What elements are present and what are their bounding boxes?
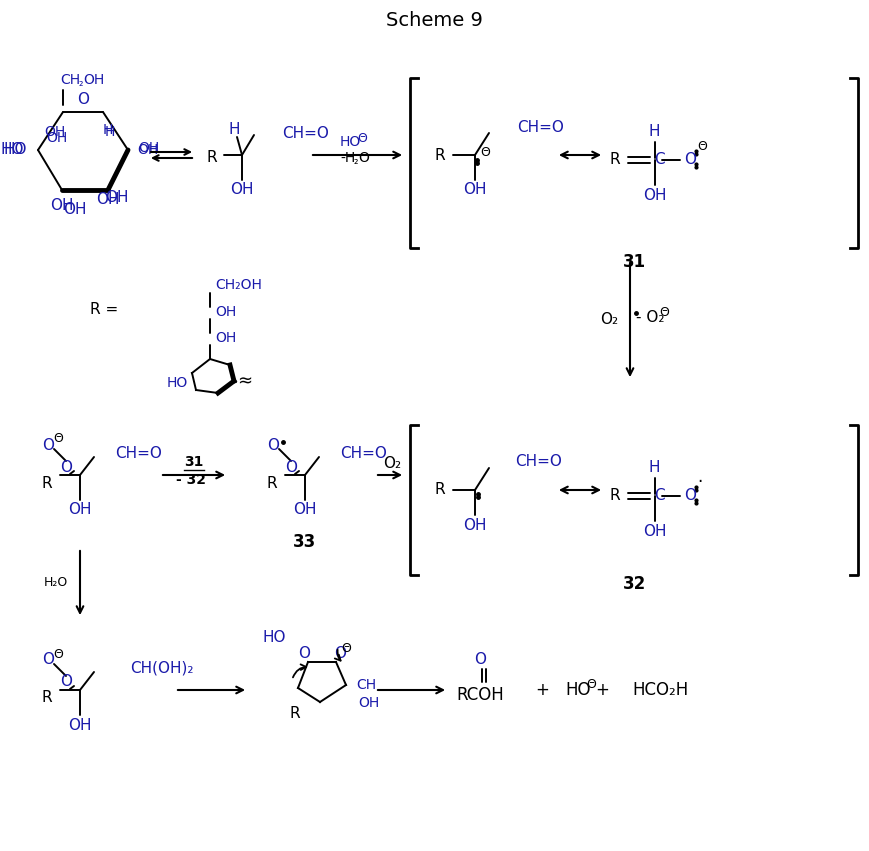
Text: CH=O: CH=O [282, 125, 328, 140]
Text: CH=O: CH=O [515, 454, 562, 470]
Text: OH: OH [138, 141, 159, 155]
Text: H: H [103, 123, 113, 137]
Text: OH: OH [105, 191, 129, 205]
Text: O: O [267, 437, 279, 453]
Text: OH: OH [230, 182, 254, 197]
Text: OH: OH [44, 125, 66, 139]
Text: HCO₂H: HCO₂H [632, 681, 688, 699]
Text: +: + [595, 681, 609, 699]
Text: Θ: Θ [53, 648, 63, 660]
Text: 33: 33 [294, 533, 316, 551]
Text: CH(OH)₂: CH(OH)₂ [130, 660, 194, 676]
Text: O: O [358, 151, 368, 165]
Text: OH: OH [63, 203, 87, 218]
Text: HO: HO [167, 376, 188, 390]
Text: R: R [434, 147, 445, 163]
Text: Scheme 9: Scheme 9 [386, 10, 482, 30]
Text: Θ: Θ [697, 140, 707, 152]
Text: +: + [535, 681, 549, 699]
Text: -H: -H [340, 151, 355, 165]
Text: R: R [609, 488, 620, 504]
Text: CH: CH [356, 678, 376, 692]
Text: OH: OH [83, 73, 104, 87]
Text: H: H [105, 125, 116, 139]
Text: ₂: ₂ [79, 78, 83, 88]
Text: OH: OH [293, 502, 316, 517]
Text: O: O [684, 488, 696, 504]
Text: OH: OH [69, 502, 92, 517]
Text: O₂: O₂ [383, 455, 401, 471]
Text: O: O [60, 460, 72, 475]
Text: HO: HO [1, 142, 24, 157]
Text: H: H [648, 460, 660, 476]
Text: R: R [609, 152, 620, 168]
Text: 32: 32 [622, 575, 646, 593]
Text: Θ: Θ [659, 306, 669, 319]
Text: O: O [60, 675, 72, 689]
Text: O: O [298, 647, 310, 661]
Text: 31: 31 [622, 253, 646, 271]
Text: OH: OH [463, 517, 487, 533]
Text: R: R [42, 690, 52, 705]
Text: OH: OH [463, 182, 487, 197]
Text: ·: · [698, 473, 703, 491]
Text: OH: OH [46, 131, 68, 145]
Text: HO: HO [262, 631, 286, 646]
Text: ≈: ≈ [237, 372, 252, 390]
Text: H: H [229, 123, 240, 138]
Text: R: R [267, 476, 277, 490]
Text: Θ: Θ [53, 432, 63, 446]
Text: H: H [648, 124, 660, 140]
Text: - O₂: - O₂ [636, 310, 665, 324]
Text: R: R [206, 150, 217, 164]
Text: OH: OH [137, 143, 158, 157]
Text: CH=O: CH=O [517, 119, 564, 134]
Text: O: O [77, 93, 89, 107]
Text: OH: OH [96, 192, 120, 208]
Text: HO: HO [565, 681, 591, 699]
Text: Θ: Θ [357, 132, 367, 145]
Text: OH: OH [643, 187, 667, 203]
Text: Θ: Θ [341, 642, 351, 654]
Text: HO: HO [3, 142, 27, 157]
Text: HO: HO [340, 135, 362, 149]
Text: 31: 31 [184, 455, 203, 469]
Text: O₂: O₂ [600, 312, 618, 328]
Text: Θ: Θ [480, 146, 490, 159]
Text: RCOH: RCOH [456, 686, 504, 704]
Text: OH: OH [358, 696, 379, 710]
Text: OH: OH [50, 197, 74, 213]
Text: O: O [334, 647, 346, 661]
Text: O: O [42, 653, 54, 667]
Text: OH: OH [643, 523, 667, 539]
Text: O: O [42, 437, 54, 453]
Text: O: O [474, 653, 486, 667]
Text: OH: OH [215, 331, 236, 345]
Text: ₂: ₂ [354, 156, 359, 166]
Text: Θ: Θ [586, 677, 596, 690]
Text: - 32: - 32 [176, 473, 206, 487]
Text: CH: CH [60, 73, 80, 87]
Text: R =: R = [90, 302, 118, 317]
Text: CH₂OH: CH₂OH [215, 278, 262, 292]
Text: O: O [285, 460, 297, 475]
Text: R: R [434, 483, 445, 498]
Text: OH: OH [69, 717, 92, 733]
Text: CH=O: CH=O [115, 446, 162, 460]
Text: C: C [654, 488, 665, 504]
Text: CH=O: CH=O [340, 446, 387, 460]
Text: C: C [654, 152, 665, 168]
Text: R: R [42, 476, 52, 490]
Text: OH: OH [215, 305, 236, 319]
Text: H₂O: H₂O [43, 576, 68, 590]
Text: O: O [684, 152, 696, 168]
Text: R: R [289, 706, 300, 722]
